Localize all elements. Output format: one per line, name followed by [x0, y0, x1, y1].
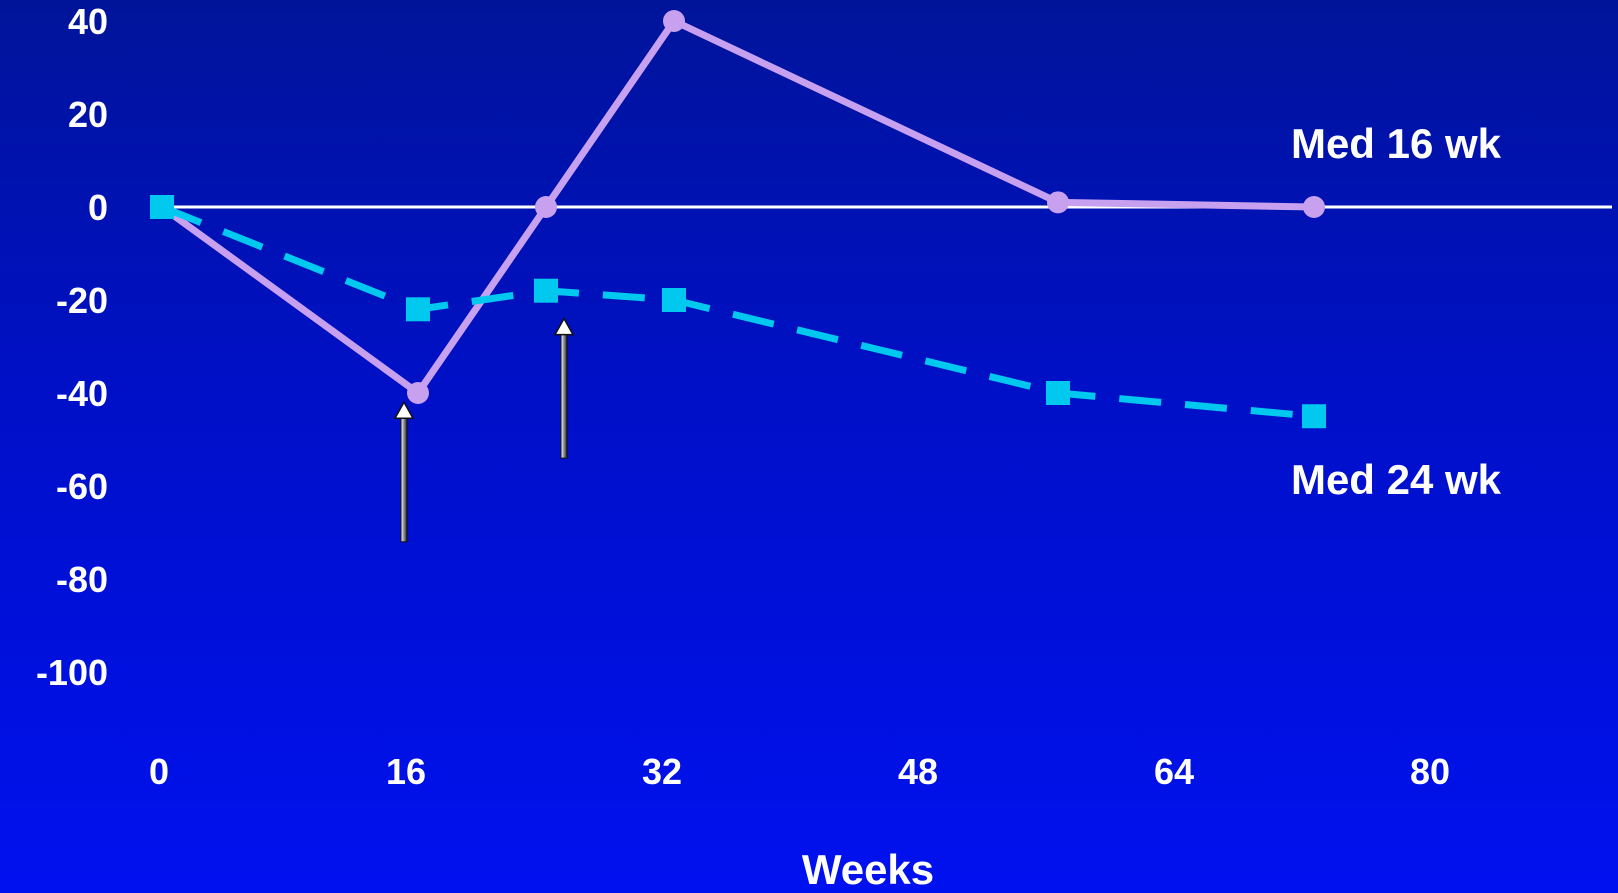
annotation-arrows: [393, 317, 575, 543]
x-tick-label: 80: [1410, 751, 1450, 792]
y-tick-label: 20: [68, 94, 108, 135]
x-tick-label: 16: [386, 751, 426, 792]
data-point-circle: [407, 382, 429, 404]
data-point-square: [1302, 404, 1326, 429]
y-tick-label: -20: [56, 280, 108, 321]
y-tick-label: 40: [68, 1, 108, 42]
x-axis-label: Weeks: [802, 846, 934, 893]
arrow-shaft: [400, 415, 408, 543]
x-tick-label: 64: [1154, 751, 1194, 792]
x-tick-label: 32: [642, 751, 682, 792]
data-point-square: [406, 297, 430, 322]
series-med-24-wk: [150, 195, 1326, 429]
data-point-square: [1046, 381, 1070, 405]
series-line: [160, 203, 1315, 420]
y-tick-label: -80: [56, 559, 108, 600]
series-label: Med 24 wk: [1291, 456, 1502, 503]
annotation-arrow: [393, 400, 415, 543]
data-point-square: [150, 195, 174, 219]
data-point-circle: [1047, 191, 1069, 214]
x-tick-label: 48: [898, 751, 938, 792]
y-tick-label: 0: [88, 187, 108, 228]
arrow-shaft: [560, 332, 568, 459]
y-tick-label: -40: [56, 373, 108, 414]
data-point-circle: [663, 10, 685, 32]
series-layer: [150, 10, 1326, 429]
series-labels: Med 16 wk Med 24 wk: [1291, 120, 1502, 503]
series-line: [159, 17, 1315, 397]
arrow-head: [393, 400, 415, 420]
data-point-circle: [1303, 196, 1325, 218]
y-axis-ticks: 40 20 0 -20 -40 -60 -80 -100: [36, 1, 108, 693]
y-tick-label: -100: [36, 652, 108, 693]
arrow-head: [553, 317, 575, 336]
data-point-square: [534, 278, 558, 303]
x-axis-ticks: 0 16 32 48 64 80: [149, 751, 1450, 792]
data-point-square: [662, 288, 686, 312]
data-point-circle: [535, 196, 557, 218]
x-tick-label: 0: [149, 751, 169, 792]
annotation-arrow: [553, 317, 575, 459]
y-tick-label: -60: [56, 466, 108, 507]
series-label: Med 16 wk: [1291, 120, 1502, 167]
